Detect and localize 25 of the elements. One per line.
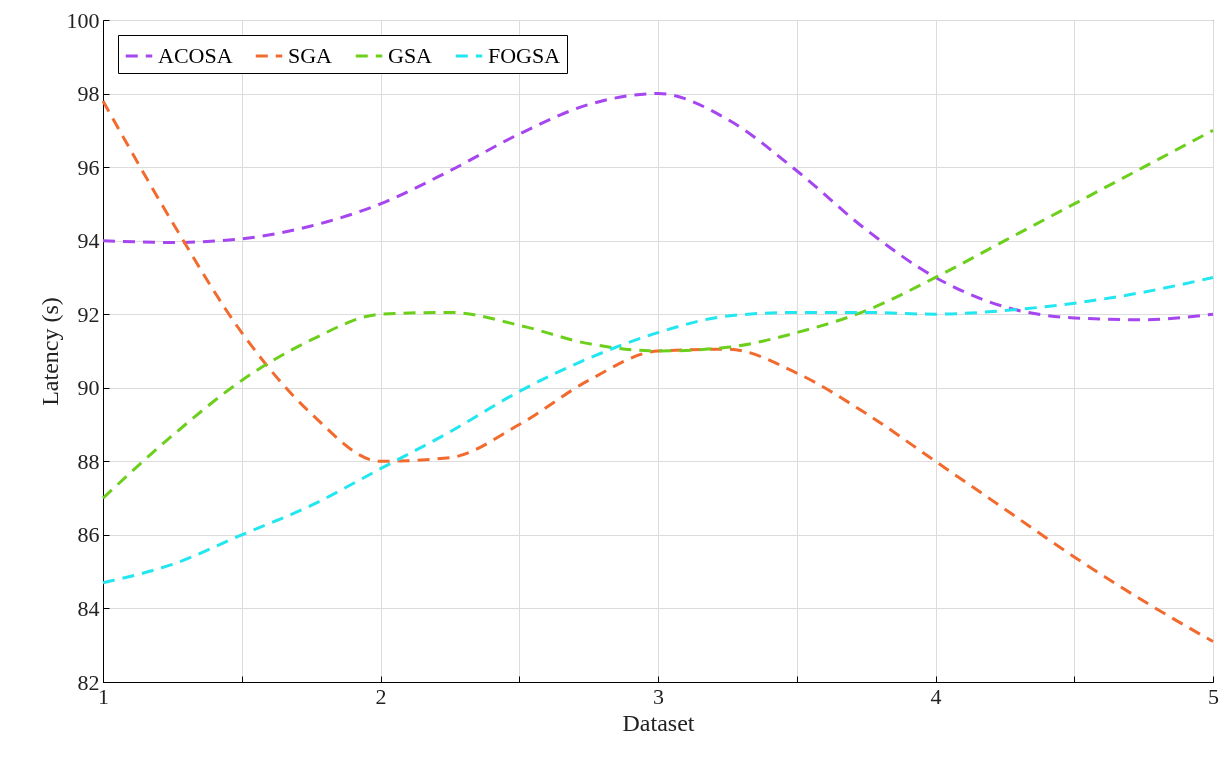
line-series	[101, 92, 1215, 322]
y-tick-label: 82	[77, 669, 100, 695]
y-tick-label: 98	[77, 81, 100, 107]
y-tick-label: 94	[77, 228, 100, 254]
x-tick-label: 4	[930, 683, 942, 709]
y-tick-label: 96	[77, 154, 100, 180]
legend-label: ACOSA	[158, 43, 233, 68]
x-tick-label: 2	[375, 683, 387, 709]
x-tick-label: 3	[653, 683, 664, 709]
y-tick-label: 100	[66, 7, 100, 33]
y-tick-label: 92	[77, 301, 100, 327]
legend-label: GSA	[388, 43, 433, 68]
line-series	[101, 128, 1215, 500]
legend-label: SGA	[288, 43, 333, 68]
line-series	[101, 99, 1215, 644]
legend-label: FOGSA	[488, 43, 561, 68]
line-series	[101, 275, 1215, 585]
y-tick-label: 88	[77, 448, 100, 474]
y-tick-label: 90	[77, 375, 100, 401]
y-tick-label: 84	[77, 595, 100, 621]
x-axis-title: Dataset	[622, 709, 695, 736]
x-tick-label: 1	[98, 683, 109, 709]
y-tick-label: 86	[77, 522, 100, 548]
y-axis-title: Latency (s)	[36, 297, 63, 406]
x-tick-label: 5	[1208, 683, 1219, 709]
